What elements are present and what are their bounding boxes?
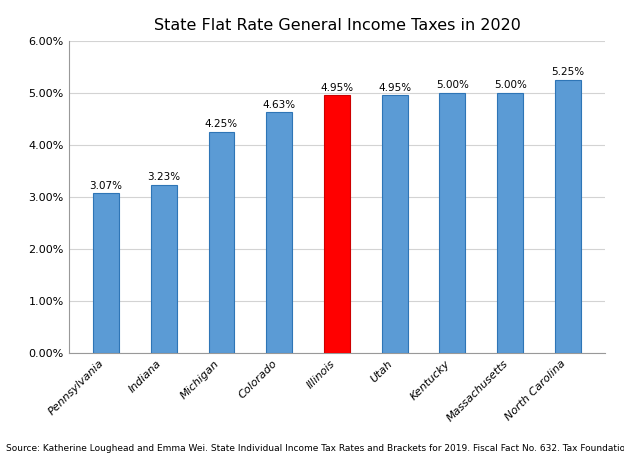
- Bar: [208, 132, 235, 353]
- Text: 5.25%: 5.25%: [552, 67, 585, 77]
- Text: Source: Katherine Loughead and Emma Wei. State Individual Income Tax Rates and B: Source: Katherine Loughead and Emma Wei.…: [6, 444, 624, 453]
- Bar: [93, 193, 119, 353]
- Text: 4.95%: 4.95%: [320, 83, 354, 93]
- Text: 4.25%: 4.25%: [205, 119, 238, 130]
- Title: State Flat Rate General Income Taxes in 2020: State Flat Rate General Income Taxes in …: [154, 18, 520, 33]
- Bar: [151, 185, 177, 353]
- Bar: [382, 96, 407, 353]
- Bar: [555, 80, 581, 353]
- Text: 5.00%: 5.00%: [436, 80, 469, 90]
- Text: 4.95%: 4.95%: [378, 83, 411, 93]
- Bar: [266, 112, 292, 353]
- Bar: [497, 93, 523, 353]
- Text: 5.00%: 5.00%: [494, 80, 527, 90]
- Text: 4.63%: 4.63%: [263, 100, 296, 110]
- Text: 3.07%: 3.07%: [89, 181, 122, 191]
- Bar: [324, 96, 350, 353]
- Bar: [439, 93, 466, 353]
- Text: 3.23%: 3.23%: [147, 173, 180, 183]
